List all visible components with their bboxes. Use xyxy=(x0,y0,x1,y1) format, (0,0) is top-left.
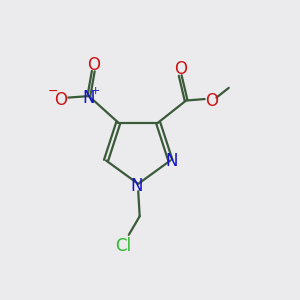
Text: O: O xyxy=(54,91,68,109)
Text: N: N xyxy=(130,177,143,195)
Text: O: O xyxy=(174,60,187,78)
Text: N: N xyxy=(166,152,178,170)
Text: O: O xyxy=(205,92,218,110)
Text: Cl: Cl xyxy=(116,237,132,255)
Text: +: + xyxy=(91,85,100,96)
Text: N: N xyxy=(82,89,95,107)
Text: O: O xyxy=(87,56,100,74)
Text: −: − xyxy=(47,85,58,98)
